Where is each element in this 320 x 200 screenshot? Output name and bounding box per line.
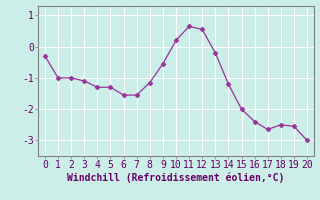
X-axis label: Windchill (Refroidissement éolien,°C): Windchill (Refroidissement éolien,°C) [67, 173, 285, 183]
